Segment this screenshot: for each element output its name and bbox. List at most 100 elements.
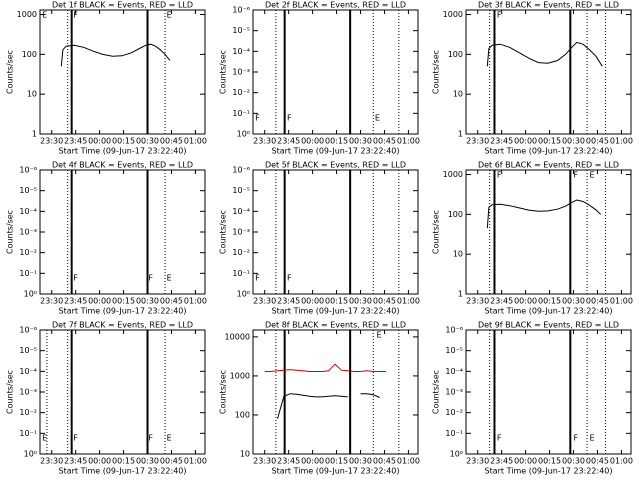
x-axis-label: Start Time (09-Jun-17 23:22:40): [485, 467, 613, 476]
x-tick-label: 01:00: [397, 137, 420, 146]
data-line: [60, 43, 171, 67]
y-tick-label: 10⁻⁵: [445, 346, 463, 355]
x-tick-label: 01:00: [184, 457, 207, 466]
x-axis-label: Start Time (09-Jun-17 23:22:40): [272, 147, 400, 156]
marker-label: E: [167, 11, 172, 20]
x-tick-label: 23:30: [253, 137, 276, 146]
x-tick-label: 00:15: [112, 297, 135, 306]
x-tick-label: 00:15: [112, 137, 135, 146]
y-tick-label: 10⁰: [237, 130, 250, 139]
y-tick-label: 10⁻⁶: [232, 6, 250, 15]
x-tick-label: 00:00: [514, 137, 537, 146]
y-tick-label: 10⁻²: [19, 248, 37, 257]
x-tick-label: 01:00: [184, 137, 207, 146]
marker-label: F: [287, 114, 292, 123]
y-tick-label: 100: [235, 410, 250, 419]
plot-frame: [39, 169, 206, 295]
x-tick-label: 00:45: [373, 297, 396, 306]
marker-label: E: [589, 171, 594, 180]
marker-label: E: [42, 434, 47, 443]
x-tick-label: 23:30: [40, 457, 63, 466]
y-tick-label: 10⁻³: [232, 68, 250, 77]
x-tick-label: 00:45: [586, 457, 609, 466]
x-tick-label: 01:00: [397, 297, 420, 306]
x-tick-label: 23:30: [253, 457, 276, 466]
x-tick-label: 00:30: [349, 457, 372, 466]
y-tick-label: 10⁻²: [445, 408, 463, 417]
x-tick-label: 01:00: [184, 297, 207, 306]
marker-label: F: [73, 434, 78, 443]
y-tick-label: 10: [453, 250, 463, 259]
y-tick-label: 10⁰: [237, 290, 250, 299]
x-tick-label: 00:30: [562, 297, 585, 306]
x-tick-label: 23:45: [277, 297, 300, 306]
x-tick-label: 00:00: [88, 457, 111, 466]
y-tick-label: 10⁻³: [232, 228, 250, 237]
y-tick-label: 1: [458, 290, 463, 299]
x-tick-label: 00:15: [325, 297, 348, 306]
marker-label: F: [73, 11, 78, 20]
y-tick-label: 1: [458, 130, 463, 139]
x-tick-label: 00:15: [538, 297, 561, 306]
y-tick-label: 10⁻³: [445, 388, 463, 397]
x-tick-label: 01:00: [610, 457, 633, 466]
chart-title: Det 4f BLACK = Events, RED = LLD: [52, 161, 193, 170]
x-axis-label: Start Time (09-Jun-17 23:22:40): [59, 147, 187, 156]
x-tick-label: 00:00: [301, 137, 324, 146]
y-tick-label: 10: [453, 90, 463, 99]
y-tick-label: 10⁻⁶: [19, 166, 37, 175]
x-tick-label: 23:30: [466, 297, 489, 306]
x-axis-label: Start Time (09-Jun-17 23:22:40): [59, 467, 187, 476]
plot-frame: [252, 329, 419, 455]
marker-label: F: [148, 274, 153, 283]
y-tick-label: 10⁻⁶: [232, 166, 250, 175]
y-tick-label: 10⁻⁵: [232, 26, 250, 35]
x-axis-label: Start Time (09-Jun-17 23:22:40): [59, 307, 187, 316]
y-tick-label: 10⁻³: [19, 388, 37, 397]
plot-frame: [252, 9, 419, 135]
x-tick-label: 00:30: [349, 297, 372, 306]
x-tick-label: 00:00: [301, 297, 324, 306]
x-tick-label: 23:45: [64, 297, 87, 306]
y-tick-label: 1000: [443, 10, 463, 19]
y-tick-label: 100: [22, 50, 37, 59]
x-tick-label: 01:00: [610, 297, 633, 306]
y-tick-label: 10: [240, 450, 250, 459]
x-tick-label: 00:00: [514, 457, 537, 466]
y-tick-label: 10⁻⁴: [19, 207, 37, 216]
y-tick-label: 10⁻⁶: [19, 326, 37, 335]
y-tick-label: 10⁻²: [19, 408, 37, 417]
y-axis-label: Counts/sec: [219, 210, 228, 254]
x-tick-label: 23:45: [490, 457, 513, 466]
x-axis-label: Start Time (09-Jun-17 23:22:40): [485, 147, 613, 156]
y-axis-label: Counts/sec: [432, 210, 441, 254]
x-tick-label: 00:00: [301, 457, 324, 466]
x-axis-label: Start Time (09-Jun-17 23:22:40): [272, 307, 400, 316]
marker-label: F: [73, 274, 78, 283]
marker-label: E: [589, 434, 594, 443]
chart-title: Det 8f BLACK = Events, RED = LLD: [265, 321, 406, 330]
chart-title: Det 2f BLACK = Events, RED = LLD: [265, 1, 406, 10]
y-tick-label: 10000: [225, 332, 250, 341]
x-tick-label: 00:15: [112, 457, 135, 466]
marker-label: E: [167, 434, 172, 443]
y-tick-label: 10⁻¹: [232, 109, 250, 118]
chart-title: Det 9f BLACK = Events, RED = LLD: [478, 321, 619, 330]
y-tick-label: 10⁻⁴: [232, 207, 250, 216]
chart-title: Det 6f BLACK = Events, RED = LLD: [478, 161, 619, 170]
x-tick-label: 00:30: [136, 297, 159, 306]
y-tick-label: 10⁻⁴: [445, 367, 463, 376]
y-tick-label: 10⁻¹: [19, 429, 37, 438]
x-tick-label: 00:00: [514, 297, 537, 306]
x-tick-label: 23:45: [490, 137, 513, 146]
chart-title: Det 7f BLACK = Events, RED = LLD: [52, 321, 193, 330]
y-tick-label: 10⁰: [24, 450, 37, 459]
x-axis-label: Start Time (09-Jun-17 23:22:40): [485, 307, 613, 316]
plot-frame: [39, 329, 206, 455]
x-tick-label: 23:30: [466, 457, 489, 466]
x-tick-label: 23:45: [64, 457, 87, 466]
y-tick-label: 1000: [443, 170, 463, 179]
y-tick-label: 100: [448, 210, 463, 219]
marker-label: E: [42, 11, 47, 20]
